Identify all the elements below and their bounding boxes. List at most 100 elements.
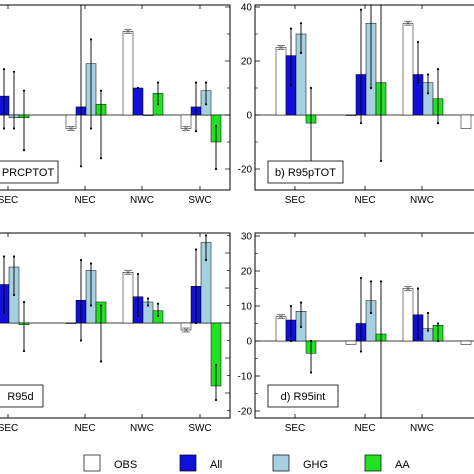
errorbar-all-sec-top [289, 304, 293, 308]
errorbar-aa-nwc-bottom [436, 122, 440, 125]
errorbar-aa-swc-top [214, 124, 218, 127]
errorbar-ghg-nwc-top [426, 311, 430, 315]
legend-swatch-obs [83, 454, 101, 472]
legend-swatch-ghg [272, 454, 290, 472]
errorbar-ghg-sec-bottom [299, 51, 303, 55]
errorbar-ghg-nwc-bottom [426, 329, 430, 332]
bar-obs-swc [460, 340, 472, 345]
errorbar-aa-nec-top [99, 89, 103, 92]
errorbar-ghg-sec-top [299, 301, 303, 304]
errorbar-aa-swc-bottom [214, 398, 218, 402]
errorbar-all-swc-bottom [194, 321, 198, 325]
errorbar-aa-nec-bottom [379, 159, 383, 162]
bar-all-nwc [132, 87, 144, 116]
errorbar-ghg-swc-bottom [204, 103, 208, 106]
bar-obs-sec [275, 47, 287, 116]
errorbar-aa-nec-bottom [380, 424, 382, 426]
errorbar-aa-sec-top [22, 89, 26, 92]
plot-area [0, 234, 230, 402]
x-tick-label-nec: NEC [74, 423, 95, 434]
errorbar-all-nec-top [359, 8, 363, 11]
errorbar-aa-nec-top [379, 280, 383, 283]
x-tick-label-nec: NEC [354, 423, 375, 434]
errorbar-ghg-nec-top [89, 262, 93, 265]
errorbar-obs-swc-marker [183, 327, 189, 333]
bar-obs-swc [180, 322, 192, 331]
panel-label: d) R95int [281, 391, 326, 403]
errorbar-all-nec-bottom [79, 339, 83, 342]
errorbar-all-nec-top [79, 258, 83, 262]
y-tick-label: 20 [241, 57, 253, 68]
errorbar-ghg-sec-bottom [12, 127, 16, 130]
x-tick-label-sec: SEC [0, 423, 18, 434]
errorbar-all-nwc-bottom [416, 81, 420, 84]
errorbar-obs-sec-marker [278, 314, 284, 319]
panel-label: PRCPTOT [2, 167, 55, 179]
errorbar-obs-nwc-marker [405, 286, 411, 291]
errorbar-all-sec-bottom [289, 339, 293, 343]
panel-4: SEC NEC NWC -20 -10 0 10 20 30 d) R95int [238, 232, 474, 434]
errorbar-ghg-nec-bottom [369, 86, 373, 90]
legend: OBS All GHG AA [83, 454, 410, 472]
errorbar-ghg-nec-top [89, 38, 93, 41]
errorbar-aa-nwc-bottom [156, 314, 160, 318]
errorbar-all-nwc-top [416, 287, 420, 290]
errorbar-all-sec-bottom [2, 127, 6, 130]
plot-area [255, 5, 474, 165]
errorbar-all-nwc-top [136, 272, 140, 276]
errorbar-obs-nwc-marker [125, 270, 131, 275]
panel-label-box [0, 160, 59, 184]
x-tick-label-nwc: NWC [410, 195, 434, 206]
errorbar-ghg-sec-bottom [12, 293, 16, 297]
errorbar-all-nwc-bottom [416, 336, 420, 339]
errorbar-ghg-sec-top [12, 255, 16, 258]
errorbar-ghg-sec-top [299, 22, 303, 25]
legend-label-ghg: GHG [303, 459, 328, 471]
errorbar-all-nwc-bottom [136, 314, 140, 318]
legend-swatch-aa [364, 454, 382, 472]
errorbar-all-swc-top [194, 81, 198, 84]
panel-label-box [0, 384, 44, 408]
errorbar-obs-swc-marker [183, 126, 189, 131]
plot-frame [0, 232, 231, 419]
errorbar-aa-sec-top [22, 300, 26, 304]
errorbar-ghg-nwc-top [146, 297, 150, 300]
errorbar-aa-sec-top [309, 339, 313, 343]
errorbar-ghg-nec-bottom [89, 127, 93, 130]
errorbar-all-sec-top [289, 27, 293, 30]
errorbar-ghg-swc-bottom [204, 258, 208, 262]
x-tick-label-swc: SWC [188, 423, 211, 434]
errorbar-aa-nwc-bottom [156, 103, 160, 106]
x-tick-label-sec: SEC [0, 195, 18, 206]
errorbar-aa-nwc-top [436, 68, 440, 71]
bar-all-sec [0, 284, 10, 324]
panel-label-box [267, 160, 344, 184]
errorbar-aa-nwc-bottom [436, 339, 440, 343]
panel-label-box [267, 384, 339, 408]
panel-3: SEC NEC NWC SWC R95d [0, 232, 231, 434]
x-tick-label-nec: NEC [354, 195, 375, 206]
errorbar-all-nec-bottom [359, 122, 363, 125]
x-tick-label-sec: SEC [285, 423, 306, 434]
plot-frame [254, 4, 474, 191]
bar-obs-nwc [122, 31, 134, 116]
x-tick-label-nwc: NWC [130, 423, 154, 434]
errorbar-ghg-sec-bottom [299, 325, 303, 329]
errorbar-aa-swc-bottom [214, 167, 218, 171]
y-tick-label: -20 [238, 165, 253, 176]
legend-label-aa: AA [395, 459, 410, 471]
errorbar-ghg-swc-top [204, 234, 208, 237]
bar-obs-sec [275, 316, 287, 342]
y-tick-label: 0 [246, 111, 252, 122]
errorbar-aa-nwc-top [156, 302, 160, 305]
errorbar-all-nwc-top [416, 41, 420, 44]
x-tick-label-nec: NEC [74, 195, 95, 206]
y-tick-label: 10 [241, 302, 253, 313]
panel-label: b) R95pTOT [275, 167, 336, 179]
panel-1: SEC NEC NWC SWC PRCPTOT [0, 4, 231, 206]
y-tick-label: -10 [238, 372, 253, 383]
errorbar-all-nwc-bottom [136, 86, 140, 90]
errorbar-all-sec-bottom [289, 84, 293, 87]
